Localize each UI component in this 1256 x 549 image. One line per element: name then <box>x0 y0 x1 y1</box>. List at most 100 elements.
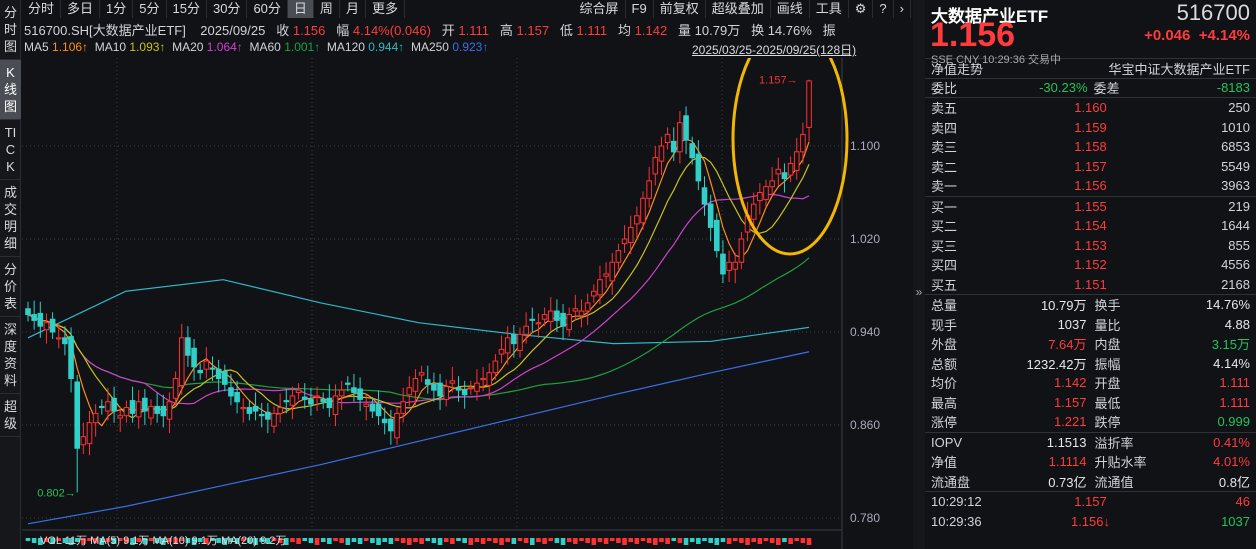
candle <box>800 133 806 153</box>
volume-bar <box>702 538 707 541</box>
label: 高 <box>499 23 513 38</box>
tool-button[interactable]: F9 <box>626 0 654 18</box>
volume-bar <box>542 538 547 544</box>
tab-5分[interactable]: 5分 <box>133 0 167 18</box>
ma10-line <box>27 156 810 419</box>
kline-chart[interactable]: 1.100 1.020 0.940 0.860 0.780 1.157→ 0.802→ VOL… <box>22 58 912 549</box>
tick-list: 10:29:12 1.157 46 10:29:36 1.156↓ 1037 <box>925 491 1256 531</box>
collapse-panel-button[interactable]: » <box>913 0 925 549</box>
tool-button[interactable]: 前复权 <box>654 0 706 18</box>
cell: 跌停 <box>1094 415 1121 431</box>
tool-button[interactable]: 超级叠加 <box>706 0 771 18</box>
tab-60分[interactable]: 60分 <box>247 0 288 18</box>
tab-15分[interactable]: 15分 <box>167 0 207 18</box>
volume-bar <box>505 538 510 542</box>
volume-bar <box>597 538 603 542</box>
candle <box>62 337 68 345</box>
volume-bar <box>523 538 529 543</box>
candle <box>461 389 468 396</box>
tool-button[interactable]: 综合屏 <box>574 0 626 18</box>
sidebar-item-timeshare[interactable]: 分时图 <box>0 0 21 60</box>
ma250-line <box>27 351 810 525</box>
tab-日[interactable]: 日 <box>287 0 314 18</box>
volume-bar <box>511 538 517 544</box>
help-icon[interactable]: ? <box>873 0 894 18</box>
volume-bar <box>616 538 621 543</box>
volume-bar <box>609 538 615 541</box>
sidebar-item-price-table[interactable]: 分价表 <box>0 257 21 317</box>
volume-bar <box>161 538 166 545</box>
tab-1分[interactable]: 1分 <box>100 0 134 18</box>
candle <box>31 314 37 321</box>
volume-bar <box>788 538 793 544</box>
candle <box>504 337 511 354</box>
volume-bar <box>136 538 141 542</box>
candle <box>80 436 87 446</box>
volume-bar <box>425 538 431 541</box>
chevron-right-icon[interactable]: › <box>894 0 911 18</box>
candle <box>43 322 50 331</box>
candle <box>142 397 148 412</box>
candle <box>345 382 351 385</box>
cell: 现手 <box>931 317 958 333</box>
tab-周[interactable]: 周 <box>314 0 340 18</box>
cell: 溢折率 <box>1094 435 1134 451</box>
stat-row: 涨停 1.221 跌停 0.999 <box>925 412 1256 432</box>
period-tabs: 分时 多日 1分 5分 15分 30分 60分日周月更多 <box>22 0 405 18</box>
cell: 涨停 <box>931 415 958 431</box>
candle <box>314 395 320 398</box>
low: 1.111 <box>576 23 608 38</box>
tab-月[interactable]: 月 <box>340 0 366 18</box>
volume-bar <box>74 538 80 542</box>
cell: 1.156 <box>1074 178 1107 194</box>
ma-name: MA5 <box>24 40 53 54</box>
ma-value: 1.106↑ <box>52 40 89 54</box>
volume-bar <box>333 538 338 541</box>
tab-多日[interactable]: 多日 <box>61 0 101 18</box>
tool-button[interactable]: 画线 <box>771 0 810 18</box>
tab-分时[interactable]: 分时 <box>22 0 62 18</box>
candle <box>105 401 111 412</box>
sidebar-item-trade-detail[interactable]: 成交明细 <box>0 180 21 257</box>
candle <box>74 381 81 449</box>
cell: 买五 <box>931 277 958 293</box>
volume-bar <box>800 538 806 543</box>
security-name: 大数据产业ETF <box>931 7 1049 26</box>
nav-trend-link[interactable]: 净值走势 <box>931 61 984 77</box>
candle <box>55 337 62 340</box>
tick-row: 10:29:36 1.156↓ 1037 <box>925 512 1256 532</box>
candle <box>775 168 782 175</box>
tool-button[interactable]: 工具 <box>810 0 849 18</box>
volume-bar <box>234 538 240 544</box>
tab-30分[interactable]: 30分 <box>207 0 248 18</box>
sidebar-item-kline[interactable]: K线图 <box>0 60 21 120</box>
change-pct: +4.14% <box>1198 27 1250 44</box>
sidebar-item-super[interactable]: 超级 <box>0 394 21 437</box>
sidebar-item-tick[interactable]: TICK <box>0 120 21 180</box>
candle <box>363 403 370 407</box>
date-range-selector[interactable]: 2025/03/25-2025/09/25(128日) <box>692 43 857 57</box>
gear-icon[interactable]: ⚙ <box>849 0 874 18</box>
candle <box>566 314 573 331</box>
candle <box>689 143 696 159</box>
code: 516700.SH[大数据产业ETF] <box>24 23 186 38</box>
sidebar-item-depth[interactable]: 深度资料 <box>0 317 21 394</box>
candle <box>37 312 44 327</box>
volume-bar <box>173 538 178 544</box>
candle <box>437 382 443 397</box>
cell: 4556 <box>1221 257 1250 273</box>
volume-bar <box>480 538 486 544</box>
ma5-line <box>27 138 810 427</box>
cell: 振幅 <box>1094 356 1121 372</box>
cell: 1037 <box>1221 513 1250 529</box>
cell: 1.157 <box>1074 158 1107 174</box>
tab-更多[interactable]: 更多 <box>366 0 405 18</box>
candle <box>99 405 105 409</box>
volume-bar <box>111 538 117 544</box>
volume-bar <box>56 538 62 541</box>
volume-bar <box>87 538 92 541</box>
volume-bar <box>277 538 283 543</box>
volume-bar <box>499 538 504 545</box>
cell: 卖三 <box>931 140 958 156</box>
cell: 1.158 <box>1074 139 1107 155</box>
